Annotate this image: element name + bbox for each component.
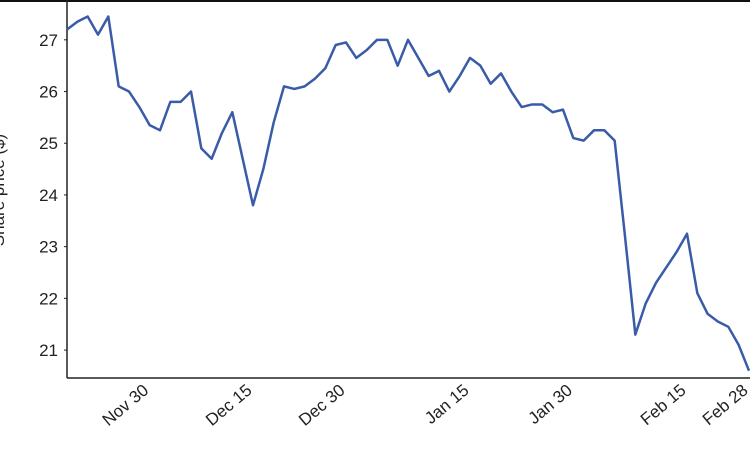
y-axis-label: Share price ($) (0, 134, 8, 246)
y-tick-label: 27 (39, 31, 58, 50)
y-tick-label: 26 (39, 83, 58, 102)
y-tick-label: 25 (39, 134, 58, 153)
y-tick-label: 21 (39, 341, 58, 360)
y-tick-label: 24 (39, 186, 58, 205)
y-tick-label: 22 (39, 289, 58, 308)
price-line (66, 15, 750, 372)
y-tick-label: 23 (39, 238, 58, 257)
